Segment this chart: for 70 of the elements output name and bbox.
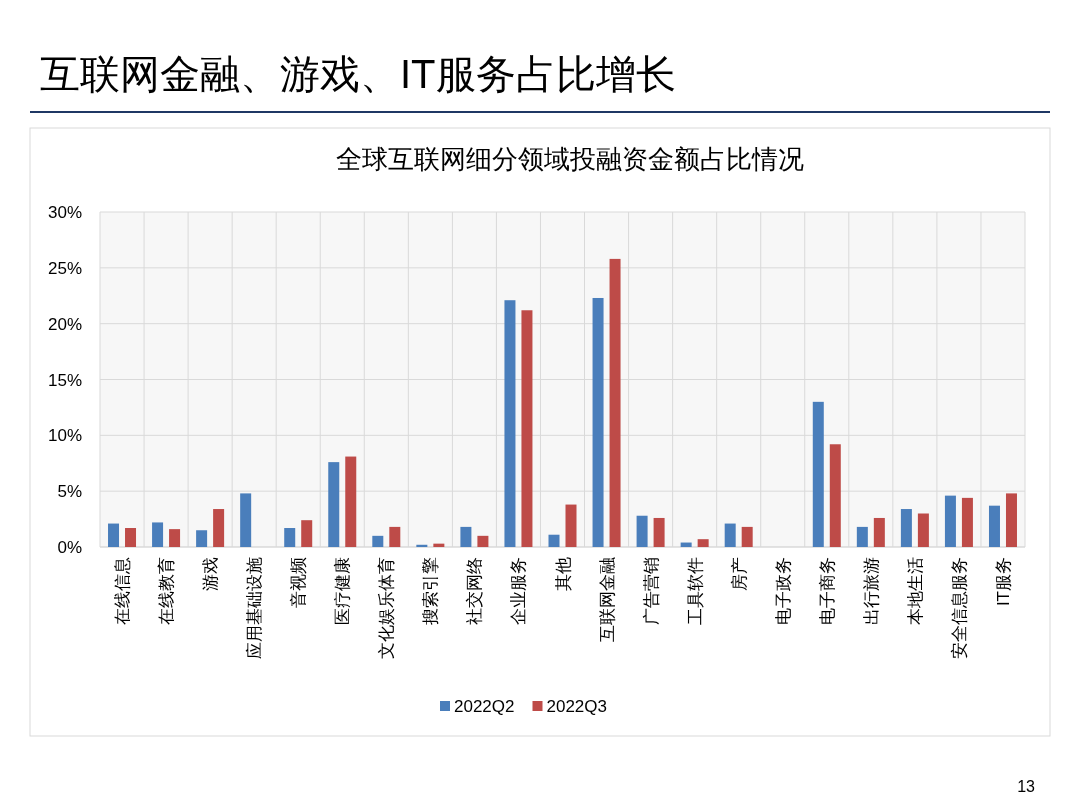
x-tick-label: 在线教育	[157, 557, 177, 625]
y-tick-label: 20%	[47, 314, 82, 334]
bar	[372, 535, 384, 547]
x-tick-label: 应用基础设施	[245, 557, 265, 659]
bar	[1005, 493, 1017, 547]
bar	[961, 497, 973, 547]
y-tick-label: 30%	[47, 203, 82, 222]
legend-label: 2022Q3	[546, 697, 607, 716]
bar	[697, 539, 709, 547]
x-tick-label: 出行旅游	[861, 557, 881, 625]
x-tick-label: 互联网金融	[597, 557, 617, 642]
x-tick-label: IT服务	[993, 557, 1013, 607]
x-tick-label: 其他	[553, 557, 573, 591]
x-tick-label: 本地生活	[905, 557, 925, 625]
bar	[389, 526, 401, 547]
bar	[548, 534, 560, 547]
bar	[196, 530, 208, 547]
bar	[284, 528, 296, 547]
bar	[328, 462, 340, 547]
y-tick-label: 25%	[47, 258, 82, 278]
x-tick-label: 搜索引擎	[421, 557, 441, 625]
x-tick-label: 广告营销	[641, 557, 661, 625]
bar	[240, 493, 252, 547]
x-tick-label: 房产	[729, 557, 749, 591]
bar	[609, 258, 621, 547]
bar	[592, 297, 604, 547]
x-tick-label: 安全信息服务	[949, 557, 969, 659]
bar	[680, 542, 692, 547]
bar	[460, 526, 472, 547]
bar	[504, 300, 516, 547]
x-tick-label: 在线信息	[113, 557, 133, 625]
y-tick-label: 0%	[57, 538, 82, 557]
bar	[108, 523, 120, 547]
bar	[944, 495, 956, 547]
bar	[152, 522, 164, 547]
bar	[565, 504, 577, 547]
x-tick-label: 电子商务	[817, 557, 837, 625]
bar	[653, 517, 665, 547]
bar	[829, 444, 841, 547]
bar	[636, 515, 648, 547]
bar	[741, 526, 753, 547]
bar	[873, 517, 885, 547]
x-tick-label: 电子政务	[773, 557, 793, 625]
bar	[812, 401, 824, 547]
bar	[125, 528, 137, 547]
bar	[917, 513, 929, 547]
bar	[213, 509, 225, 547]
bar	[724, 523, 736, 547]
bar	[988, 505, 1000, 547]
legend-label: 2022Q2	[454, 697, 515, 716]
x-tick-label: 文化娱乐体育	[377, 557, 397, 659]
y-tick-label: 5%	[57, 482, 82, 502]
x-tick-label: 工具软件	[685, 557, 705, 625]
chart-title: 互联网金融、游戏、IT服务占比增长	[40, 52, 676, 96]
bar	[856, 526, 868, 547]
x-tick-label: 游戏	[201, 557, 221, 591]
bar	[345, 456, 357, 547]
y-tick-label: 15%	[47, 370, 82, 390]
x-tick-label: 音视频	[289, 557, 309, 608]
bar	[301, 520, 313, 547]
bar	[900, 509, 912, 547]
bar	[169, 529, 181, 547]
bar	[521, 310, 533, 547]
bar	[477, 535, 489, 547]
x-tick-label: 社交网络	[465, 557, 485, 625]
y-tick-label: 10%	[47, 426, 82, 446]
text: 13	[1017, 778, 1036, 795]
x-tick-label: 医疗健康	[333, 557, 353, 625]
chart-subtitle: 全球互联网细分领域投融资金额占比情况	[336, 144, 804, 174]
x-tick-label: 企业服务	[509, 557, 529, 625]
